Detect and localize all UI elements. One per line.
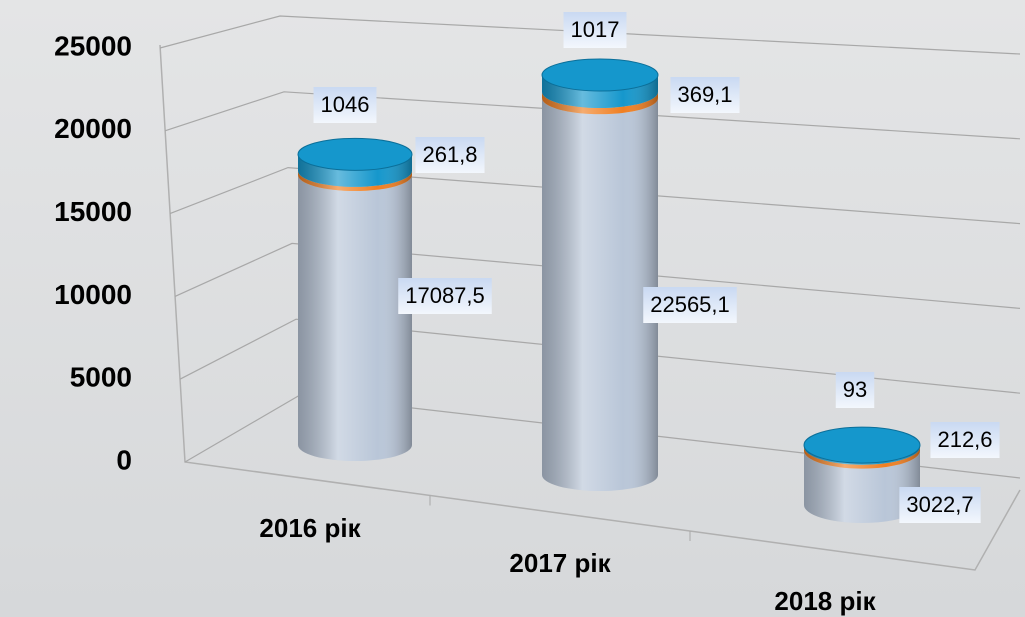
- grid-line: [169, 166, 1021, 225]
- data-label: 93: [843, 377, 867, 402]
- cylinder-shade: [804, 450, 920, 523]
- data-label: 22565,1: [650, 292, 730, 317]
- data-label-box: [670, 77, 740, 113]
- cylinder-top: [297, 137, 413, 171]
- data-label-box: [563, 12, 627, 48]
- data-label: 3022,7: [906, 492, 973, 517]
- x-tick-label: 2016 рік: [259, 513, 361, 543]
- grid-line: [159, 15, 1021, 55]
- data-label: 261,8: [422, 142, 477, 167]
- data-label-box: [835, 372, 875, 408]
- grid-line: [164, 91, 1021, 140]
- data-label-box: [643, 287, 737, 323]
- cylinder-shade: [542, 91, 658, 115]
- y-tick-label: 15000: [54, 196, 132, 227]
- grid-line: [179, 318, 1021, 394]
- data-label-box: [313, 87, 377, 123]
- data-label-box: [930, 422, 1000, 458]
- data-label: 17087,5: [405, 283, 485, 308]
- data-label: 1017: [571, 17, 620, 42]
- x-tick-label: 2017 рік: [509, 548, 611, 578]
- cylinder-shade: [804, 446, 920, 469]
- cylinder-top: [803, 426, 921, 464]
- y-tick-label: 5000: [70, 362, 132, 393]
- cylinder-shade: [542, 98, 658, 491]
- data-label: 212,6: [937, 427, 992, 452]
- data-label-box: [398, 278, 492, 314]
- y-tick-label: 25000: [54, 30, 132, 61]
- grid-line: [174, 242, 1021, 309]
- y-tick-label: 10000: [54, 279, 132, 310]
- cylinder-shade: [298, 175, 412, 461]
- cylinder-shade: [298, 170, 412, 192]
- data-label: 1046: [321, 92, 370, 117]
- data-label-box: [415, 137, 485, 173]
- cylinder-top: [541, 58, 659, 92]
- data-label: 369,1: [677, 82, 732, 107]
- y-tick-label: 0: [116, 444, 132, 475]
- frame: [159, 44, 1021, 571]
- x-tick-label: 2018 рік: [774, 586, 876, 616]
- data-label-box: [899, 487, 981, 523]
- y-tick-label: 20000: [54, 113, 132, 144]
